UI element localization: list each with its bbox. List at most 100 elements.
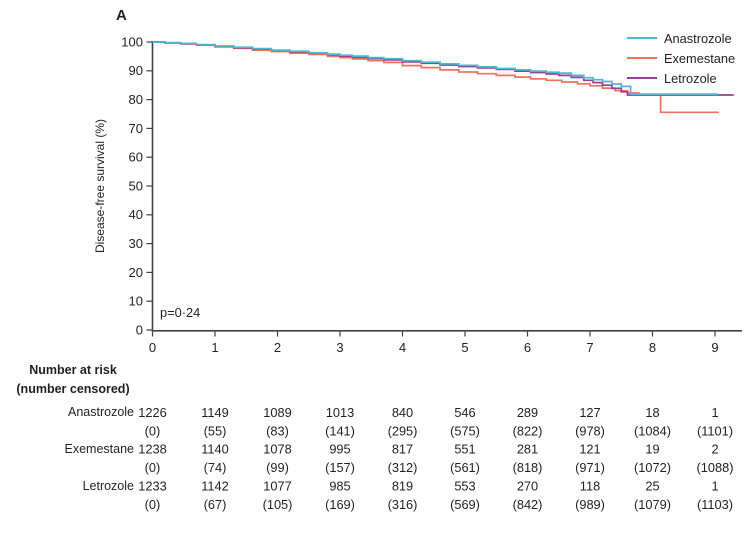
- at-risk-count-letrozole: 985: [329, 479, 350, 494]
- y-tick-label: 90: [129, 63, 143, 78]
- anastrozole-line-swatch: [627, 37, 657, 39]
- at-risk-count-letrozole: 25: [645, 479, 659, 494]
- censored-count-exemestane: (1088): [697, 460, 734, 475]
- x-tick-label: 8: [649, 340, 656, 355]
- censored-count-letrozole: (105): [263, 497, 293, 512]
- censored-count-exemestane: (971): [575, 460, 605, 475]
- at-risk-count-letrozole: 1077: [263, 479, 291, 494]
- censored-count-exemestane: (0): [145, 460, 161, 475]
- at-risk-count-exemestane: 1078: [263, 442, 291, 457]
- at-risk-count-anastrozole: 1: [711, 405, 718, 420]
- at-risk-count-exemestane: 19: [645, 442, 659, 457]
- legend: Anastrozole Exemestane Letrozole: [627, 28, 735, 88]
- at-risk-count-anastrozole: 1089: [263, 405, 291, 420]
- at-risk-count-letrozole: 1233: [138, 479, 166, 494]
- risk-row-label-letrozole: Letrozole: [82, 479, 134, 493]
- at-risk-count-letrozole: 270: [517, 479, 538, 494]
- y-tick-label: 50: [129, 178, 143, 193]
- censored-count-exemestane: (312): [388, 460, 418, 475]
- legend-item-exemestane: Exemestane: [627, 48, 735, 68]
- y-tick-label: 40: [129, 207, 143, 222]
- at-risk-count-exemestane: 995: [329, 442, 350, 457]
- at-risk-count-exemestane: 281: [517, 442, 538, 457]
- censored-count-letrozole: (1103): [697, 497, 733, 512]
- x-tick-label: 5: [461, 340, 468, 355]
- risk-table-header: Number at risk (number censored): [0, 361, 146, 398]
- at-risk-count-exemestane: 1238: [138, 442, 166, 457]
- censored-count-exemestane: (818): [513, 460, 543, 475]
- at-risk-count-anastrozole: 289: [517, 405, 538, 420]
- at-risk-count-anastrozole: 18: [645, 405, 659, 420]
- at-risk-count-exemestane: 1140: [201, 442, 229, 457]
- x-tick-label: 7: [586, 340, 593, 355]
- censored-count-letrozole: (0): [145, 497, 161, 512]
- at-risk-count-anastrozole: 1226: [138, 405, 166, 420]
- legend-item-letrozole: Letrozole: [627, 68, 735, 88]
- risk-row-label-anastrozole: Anastrozole: [67, 405, 134, 419]
- risk-table-header-line1: Number at risk: [29, 363, 117, 377]
- at-risk-count-letrozole: 1: [711, 479, 718, 494]
- x-tick-label: 3: [336, 340, 343, 355]
- censored-count-anastrozole: (1101): [697, 424, 733, 439]
- at-risk-count-exemestane: 121: [579, 442, 600, 457]
- censored-count-letrozole: (67): [204, 497, 227, 512]
- censored-count-exemestane: (99): [266, 460, 289, 475]
- x-tick-label: 6: [524, 340, 531, 355]
- risk-table-header-line2: (number censored): [16, 381, 130, 396]
- censored-count-exemestane: (74): [204, 460, 227, 475]
- censored-count-anastrozole: (141): [325, 424, 355, 439]
- legend-label-letrozole: Letrozole: [664, 70, 717, 86]
- at-risk-count-exemestane: 551: [454, 442, 475, 457]
- p-value-annotation: p=0·24: [160, 305, 201, 320]
- y-tick-label: 60: [129, 150, 143, 165]
- y-tick-label: 80: [129, 92, 143, 107]
- at-risk-count-anastrozole: 840: [392, 405, 413, 420]
- censored-count-anastrozole: (1084): [634, 424, 671, 439]
- y-tick-label: 70: [129, 121, 143, 136]
- legend-item-anastrozole: Anastrozole: [627, 28, 735, 48]
- at-risk-count-letrozole: 118: [580, 479, 600, 494]
- y-tick-label: 10: [129, 294, 143, 309]
- x-tick-label: 2: [274, 340, 281, 355]
- x-tick-label: 4: [399, 340, 406, 355]
- censored-count-letrozole: (842): [513, 497, 543, 512]
- censored-count-anastrozole: (575): [450, 424, 480, 439]
- x-tick-label: 9: [711, 340, 718, 355]
- exemestane-line-swatch: [627, 57, 657, 59]
- censored-count-anastrozole: (83): [266, 424, 289, 439]
- letrozole-line-swatch: [627, 77, 657, 79]
- censored-count-anastrozole: (55): [204, 424, 227, 439]
- censored-count-anastrozole: (978): [575, 424, 605, 439]
- y-tick-label: 20: [129, 265, 143, 280]
- censored-count-letrozole: (169): [325, 497, 355, 512]
- y-tick-label: 100: [121, 34, 143, 49]
- at-risk-count-anastrozole: 1013: [326, 405, 354, 420]
- legend-label-anastrozole: Anastrozole: [664, 30, 732, 46]
- at-risk-count-letrozole: 553: [454, 479, 475, 494]
- censored-count-letrozole: (1079): [634, 497, 671, 512]
- censored-count-letrozole: (316): [388, 497, 418, 512]
- censored-count-anastrozole: (822): [513, 424, 543, 439]
- at-risk-count-anastrozole: 546: [454, 405, 475, 420]
- censored-count-exemestane: (561): [450, 460, 480, 475]
- censored-count-exemestane: (1072): [634, 460, 671, 475]
- y-tick-label: 30: [129, 236, 143, 251]
- at-risk-count-letrozole: 1142: [201, 479, 229, 494]
- at-risk-count-anastrozole: 1149: [201, 405, 229, 420]
- x-tick-label: 1: [211, 340, 218, 355]
- anastrozole-survival-curve: [152, 41, 719, 95]
- at-risk-count-exemestane: 2: [711, 442, 718, 457]
- censored-count-anastrozole: (0): [145, 424, 161, 439]
- censored-count-anastrozole: (295): [388, 424, 418, 439]
- risk-row-label-exemestane: Exemestane: [64, 442, 134, 456]
- at-risk-count-letrozole: 819: [392, 479, 413, 494]
- panel-label: A: [116, 7, 127, 24]
- censored-count-letrozole: (569): [450, 497, 480, 512]
- censored-count-exemestane: (157): [325, 460, 355, 475]
- x-tick-label: 0: [149, 340, 156, 355]
- y-tick-label: 0: [136, 322, 143, 337]
- legend-label-exemestane: Exemestane: [664, 50, 736, 66]
- at-risk-count-exemestane: 817: [392, 442, 413, 457]
